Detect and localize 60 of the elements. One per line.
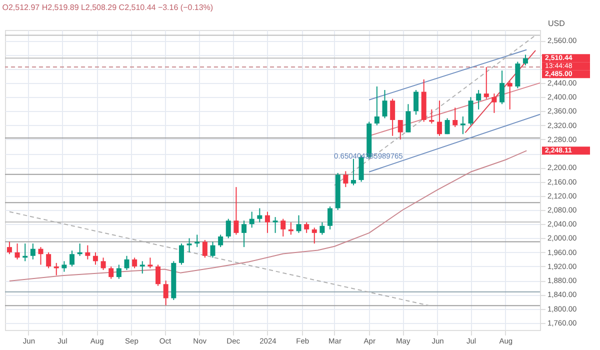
- candlestick: [320, 222, 325, 236]
- candlestick: [6, 241, 12, 255]
- candlestick: [492, 93, 497, 114]
- candlestick: [46, 252, 52, 269]
- candlestick: [124, 255, 130, 270]
- candlestick: [304, 222, 310, 234]
- line-series: [8, 150, 528, 282]
- candlestick: [272, 216, 278, 234]
- candlestick: [500, 70, 505, 105]
- candlestick: [374, 86, 380, 126]
- candlestick: [398, 120, 403, 140]
- candlestick: [62, 260, 67, 272]
- candlestick: [328, 206, 333, 230]
- candlestick: [476, 90, 482, 110]
- candlestick: [257, 208, 262, 223]
- candlestick: [350, 158, 356, 186]
- candlestick: [116, 264, 122, 280]
- candlestick: [14, 243, 20, 260]
- candlestick: [210, 241, 216, 258]
- candlestick: [163, 280, 168, 306]
- candlestick: [100, 257, 106, 270]
- candlestick: [108, 266, 114, 280]
- candlestick: [452, 107, 458, 128]
- candlestick: [507, 80, 512, 110]
- candlestick: [156, 264, 161, 286]
- candlestick: [234, 186, 239, 236]
- candlestick: [436, 100, 442, 136]
- candlestick: [226, 218, 231, 239]
- candlestick: [406, 104, 411, 133]
- candlestick: [484, 66, 489, 100]
- candlestick: [178, 243, 184, 266]
- candlestick: [140, 260, 145, 274]
- candlestick: [218, 234, 224, 248]
- candlestick: [148, 257, 153, 269]
- candlestick: [132, 257, 138, 269]
- candlestick: [522, 54, 528, 66]
- candlestick: [429, 108, 434, 124]
- y-axis-title: USD: [548, 19, 566, 28]
- candlestick: [186, 238, 192, 253]
- candlestick: [92, 252, 98, 266]
- candlestick: [242, 220, 247, 248]
- candlestick: [296, 214, 302, 234]
- candlestick: [38, 246, 44, 266]
- candlestick: [280, 218, 286, 237]
- candlestick: [460, 116, 466, 135]
- candlestick: [343, 170, 348, 188]
- chart-title: O2,512.97 H2,519.89 L2,508.29 C2,510.44 −3.16 (−0.13%): [2, 3, 214, 12]
- candlestick: [249, 211, 254, 228]
- candlestick: [264, 211, 270, 234]
- candlestick: [85, 244, 90, 260]
- candlestick: [70, 250, 75, 267]
- candlestick: [30, 243, 36, 260]
- candlestick: [444, 118, 450, 135]
- candlestick: [390, 98, 396, 136]
- candlestick: [414, 90, 419, 116]
- candlestick: [468, 96, 474, 126]
- candlestick: [382, 90, 388, 119]
- candlestick: [202, 240, 208, 258]
- candlestick: [312, 227, 317, 244]
- candlestick: [515, 61, 520, 89]
